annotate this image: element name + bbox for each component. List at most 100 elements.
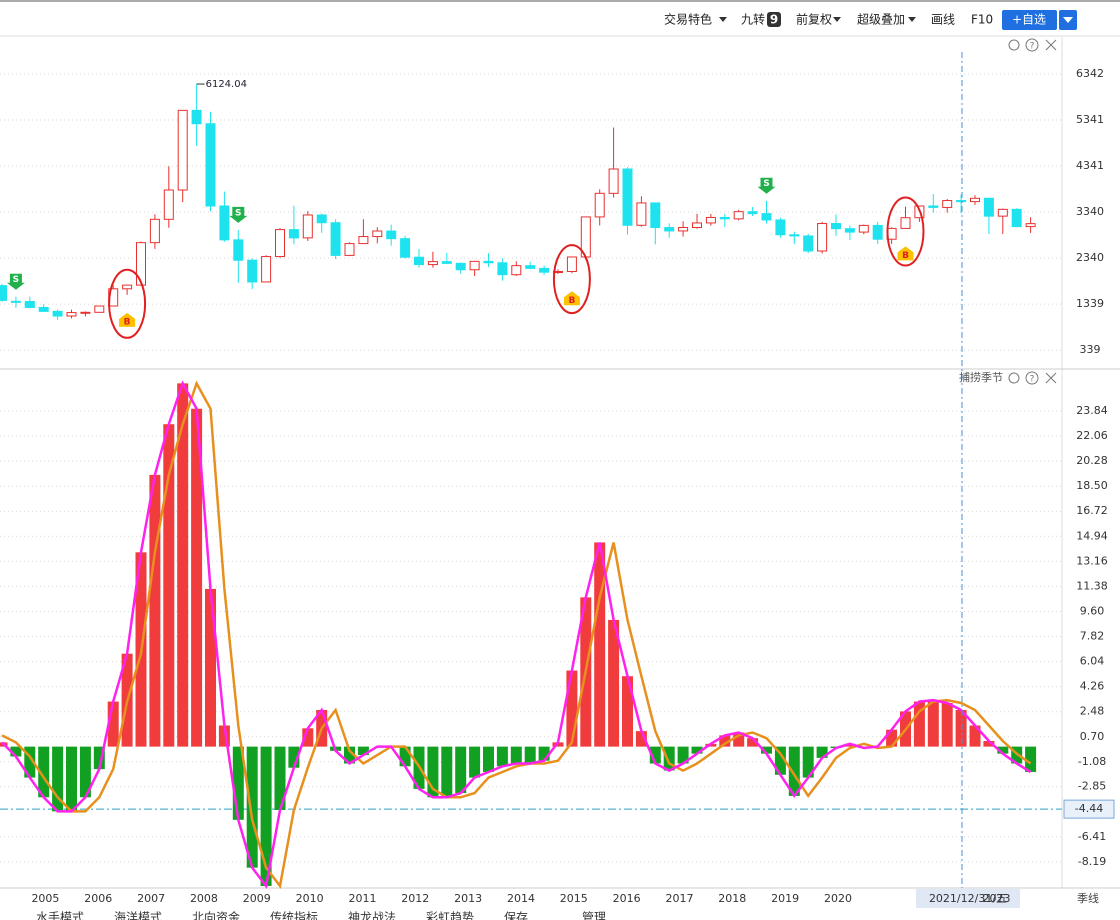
y-tick-label: 1339 — [1076, 297, 1104, 310]
candle-body — [205, 123, 216, 207]
y-tick-label: 339 — [1080, 343, 1101, 356]
candle-body — [372, 230, 383, 238]
sell-marker-text: S — [13, 275, 19, 285]
candle-body — [24, 300, 35, 308]
badge-text: 9 — [770, 13, 778, 27]
histogram-bar — [886, 729, 898, 747]
tab[interactable]: 保存 — [504, 911, 528, 920]
y-tick-label: 13.16 — [1076, 554, 1108, 567]
tab[interactable]: 水手模式 — [36, 911, 84, 920]
candle-body — [316, 214, 327, 224]
candle-body — [831, 223, 841, 230]
histogram-bar — [469, 746, 481, 778]
candle-body — [136, 242, 146, 286]
histogram-bar — [483, 746, 494, 772]
help-icon[interactable] — [1025, 371, 1039, 385]
y-tick-label: 4.26 — [1080, 680, 1105, 693]
histogram-bar — [107, 701, 119, 747]
tab[interactable]: 海洋模式 — [114, 910, 162, 920]
candle-body — [789, 234, 800, 237]
panel-icons — [1008, 38, 1057, 385]
y-tick-label: 2.48 — [1080, 705, 1105, 718]
histogram-bar — [941, 702, 953, 747]
x-tick-label: 2015 — [560, 892, 588, 905]
menu-item[interactable]: F10 — [971, 13, 993, 27]
y-tick-label: 7.82 — [1080, 630, 1105, 643]
add-button-text[interactable]: +自选 — [1012, 13, 1046, 27]
candle-body — [94, 305, 105, 313]
candle-body — [942, 200, 953, 208]
candle-body — [163, 189, 174, 220]
tab[interactable]: 北向资金 — [192, 910, 240, 920]
tab[interactable]: 管理 — [582, 910, 606, 920]
histogram-bar — [399, 746, 411, 767]
sell-marker-text: S — [235, 208, 241, 218]
badge — [767, 12, 781, 27]
tab[interactable]: 传统指标 — [270, 910, 318, 920]
menu-item[interactable]: 九转 — [741, 12, 765, 27]
reference-label-box — [1063, 799, 1115, 819]
caret — [1063, 17, 1073, 23]
candle-body — [0, 285, 7, 301]
crosshair-label-box — [916, 889, 1020, 908]
histogram-bar — [844, 743, 856, 747]
menu-item[interactable]: 画线 — [931, 13, 955, 27]
histogram-bar — [38, 746, 50, 798]
candle-body — [483, 260, 494, 264]
histogram-bar — [552, 742, 564, 747]
y-tick-label: 0.70 — [1080, 730, 1105, 743]
histogram-bar — [677, 746, 689, 764]
buy-marker — [897, 246, 914, 261]
histogram-bar — [246, 746, 258, 868]
candle-body — [261, 256, 272, 283]
candle-body — [872, 224, 883, 240]
histogram-bar — [455, 746, 467, 794]
candle-body — [344, 243, 355, 256]
y-tick-label: 6.04 — [1080, 655, 1105, 668]
candle-body — [233, 239, 244, 261]
help-icon[interactable] — [1025, 38, 1039, 52]
candle-body — [705, 216, 716, 224]
candle-body — [719, 216, 730, 220]
histogram-bar — [538, 746, 550, 761]
sell-marker — [229, 206, 248, 223]
settings-icon[interactable] — [1008, 39, 1020, 51]
candle-body — [288, 229, 299, 239]
settings-icon[interactable] — [1008, 372, 1020, 384]
menu-item[interactable]: 超级叠加 — [857, 12, 905, 27]
buy-marker — [119, 312, 136, 327]
histogram-bar — [441, 746, 453, 798]
candle-body — [650, 202, 661, 229]
candle-body — [400, 238, 411, 258]
candle-body — [38, 306, 49, 312]
candle-body — [844, 228, 855, 233]
tab[interactable]: 神龙战法 — [348, 911, 396, 920]
x-tick-label: 2007 — [137, 892, 165, 905]
close-icon[interactable] — [1045, 372, 1057, 384]
menu-item[interactable]: 交易特色 — [664, 12, 712, 27]
menu-item[interactable]: 前复权 — [796, 12, 832, 27]
close-icon[interactable] — [1045, 39, 1057, 51]
candle-body — [525, 265, 536, 269]
y-tick-label: 9.60 — [1080, 604, 1105, 617]
histogram-bar — [594, 542, 606, 747]
histogram-bar — [622, 676, 633, 747]
x-tick-label: 2017 — [665, 892, 693, 905]
histogram-bar — [302, 728, 314, 747]
x-tick-label: 2011 — [348, 892, 376, 905]
y-tick-label: -2.85 — [1078, 780, 1106, 793]
histogram-bar — [66, 746, 77, 812]
histogram-bar — [788, 746, 800, 796]
add-button[interactable] — [1002, 10, 1057, 30]
sell-marker-text: S — [763, 179, 769, 189]
histogram-bar — [608, 619, 620, 747]
help-glyph: ? — [1030, 42, 1035, 52]
histogram-bar — [816, 746, 828, 758]
tab[interactable]: 彩虹趋势 — [426, 911, 474, 920]
candle-body — [1025, 223, 1036, 228]
highlight-ring — [552, 244, 591, 315]
candle-body — [52, 310, 63, 317]
x-tick-label: 2010 — [296, 892, 324, 905]
histogram-bar — [969, 725, 981, 747]
